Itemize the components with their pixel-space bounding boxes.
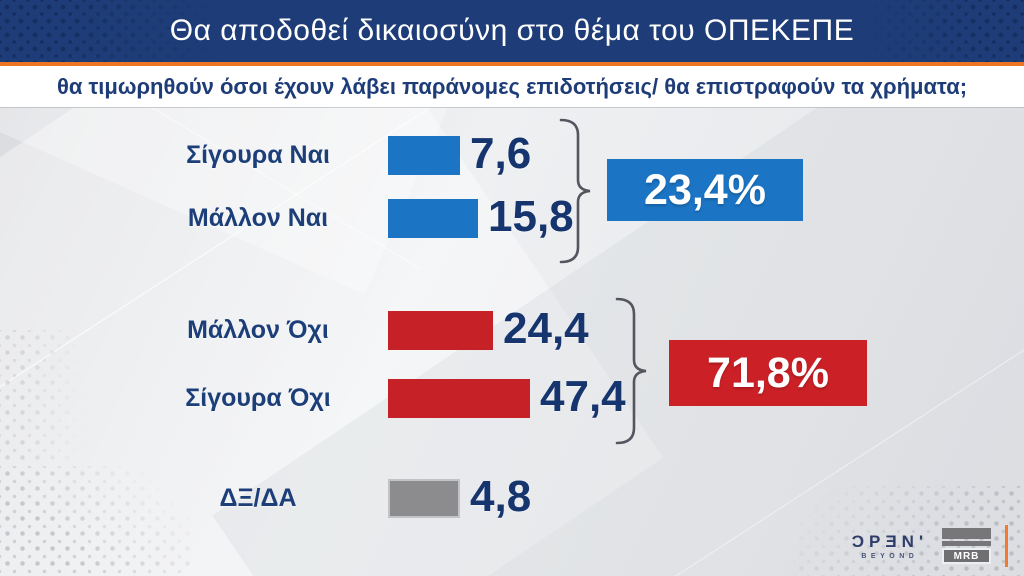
category-label: Σίγουρα Όχι — [185, 384, 331, 412]
value-label: 4,8 — [470, 472, 532, 521]
value-label: 47,4 — [540, 372, 626, 421]
orange-tick-mark — [1005, 525, 1008, 567]
mrb-logo: MRB — [942, 528, 991, 564]
open-logo-beyond: BEYOND — [861, 552, 919, 560]
brace-no-group — [615, 297, 647, 445]
title-banner: Θα αποδοθεί δικαιοσύνη στο θέμα του ΟΠΕΚ… — [0, 0, 1024, 62]
bar-sigoura-ochi — [388, 379, 530, 418]
page-title: Θα αποδοθεί δικαιοσύνη στο θέμα του ΟΠΕΚ… — [169, 14, 855, 47]
category-label: Μάλλον Ναι — [187, 204, 329, 232]
question-subtitle: θα τιμωρηθούν όσοι έχουν λάβει παράνομες… — [56, 73, 968, 99]
bg-dots-pattern — [0, 330, 90, 460]
value-label: 7,6 — [470, 129, 532, 178]
value-label: 15,8 — [488, 192, 574, 241]
bar-sigoura-nai — [388, 136, 460, 175]
open-logo-word: ƆPƎN' — [851, 531, 928, 551]
value-label: 24,4 — [503, 304, 589, 353]
footer-logos: ƆPƎN' BEYOND MRB — [852, 522, 1008, 570]
category-label: ΔΞ/ΔΑ — [219, 484, 297, 512]
category-label: Μάλλον Όχι — [187, 316, 329, 344]
bar-mallon-nai — [388, 199, 478, 238]
orange-divider — [0, 62, 1024, 66]
mrb-logo-bar — [942, 541, 991, 546]
mrb-logo-bar — [942, 528, 991, 539]
mrb-logo-word: MRB — [942, 548, 991, 564]
total-no-badge: 71,8% — [669, 340, 867, 406]
category-label: Σίγουρα Ναι — [186, 141, 330, 169]
brace-yes-group — [559, 118, 591, 264]
bar-dxda — [388, 479, 460, 518]
bar-mallon-ochi — [388, 311, 493, 350]
total-yes-badge: 23,4% — [607, 159, 803, 221]
open-tv-logo: ƆPƎN' BEYOND — [851, 531, 928, 560]
subtitle-banner: θα τιμωρηθούν όσοι έχουν λάβει παράνομες… — [0, 66, 1024, 107]
